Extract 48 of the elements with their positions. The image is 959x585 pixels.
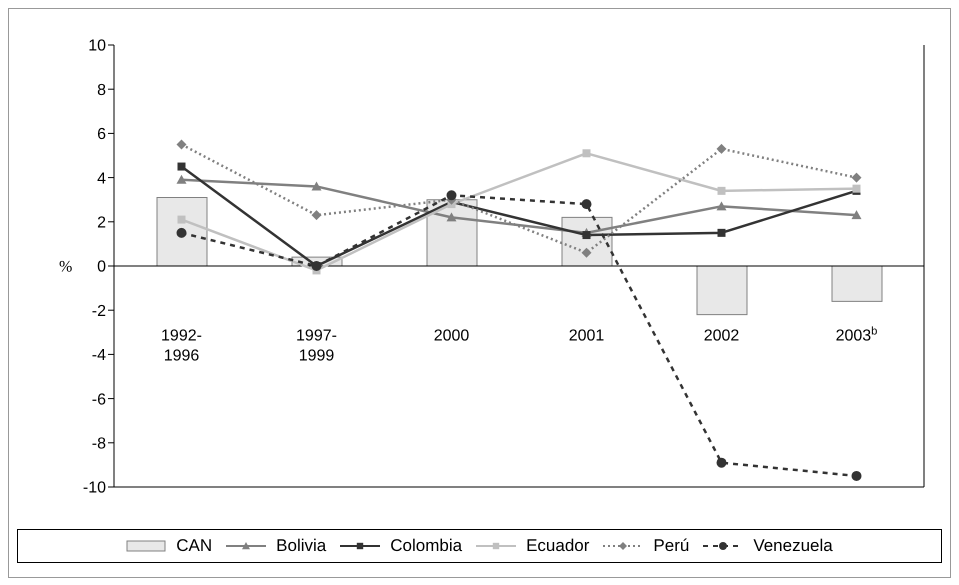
- point: [176, 139, 186, 150]
- point: [852, 470, 862, 481]
- point: [582, 231, 590, 240]
- legend-label: Venezuela: [753, 536, 833, 556]
- x-tick-label: 2001: [568, 327, 604, 344]
- y-axis-title: %: [59, 258, 72, 276]
- point: [716, 144, 726, 154]
- y-tick-label: -10: [82, 480, 106, 497]
- x-tick-label: 1992-1996: [161, 327, 202, 364]
- legend-label: Bolivia: [276, 536, 326, 556]
- y-tick-label: 6: [97, 126, 106, 144]
- y-tick-label: -6: [92, 391, 106, 408]
- point: [716, 201, 726, 210]
- y-tick-label: 0: [97, 258, 106, 276]
- legend-label: Perú: [653, 536, 690, 556]
- point: [446, 190, 456, 200]
- point: [716, 458, 726, 468]
- y-tick-label: 10: [88, 38, 106, 55]
- x-tick-label: 2000: [434, 327, 470, 344]
- x-tick-label: 2002: [704, 327, 740, 344]
- y-tick-label: -8: [92, 435, 106, 452]
- y-tick-label: 4: [97, 170, 106, 188]
- bar: [156, 196, 208, 266]
- point: [312, 181, 322, 190]
- point: [178, 162, 186, 171]
- x-tick-label: 1997-1999: [296, 327, 337, 364]
- legend-label: CAN: [176, 536, 212, 556]
- x-tick-label: 2003$^{b}$: [836, 325, 878, 344]
- point: [718, 228, 726, 237]
- point: [312, 210, 322, 220]
- point: [852, 210, 862, 220]
- point: [582, 149, 590, 158]
- point: [852, 172, 862, 183]
- legend-label: Colombia: [390, 536, 462, 556]
- bar: [832, 266, 882, 302]
- point: [176, 174, 186, 184]
- y-tick-label: 8: [97, 82, 106, 99]
- y-tick-label: -2: [92, 302, 106, 320]
- point: [178, 216, 186, 224]
- point: [176, 228, 186, 238]
- point: [582, 248, 592, 258]
- point: [446, 212, 456, 222]
- point: [718, 186, 726, 195]
- point: [582, 199, 592, 210]
- y-tick-label: 2: [97, 214, 106, 232]
- y-tick-label: -4: [92, 347, 106, 364]
- legend-label: Ecuador: [526, 536, 590, 556]
- bar: [696, 266, 748, 316]
